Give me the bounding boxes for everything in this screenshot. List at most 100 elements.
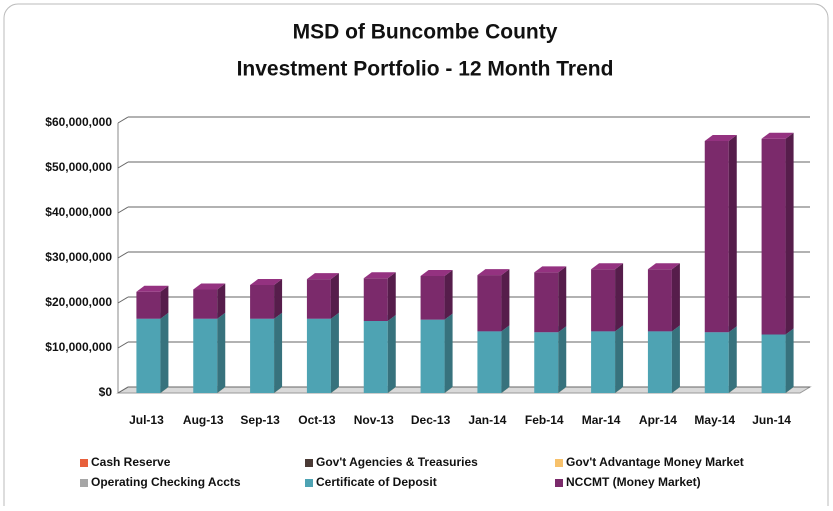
bar-front	[306, 318, 331, 393]
grid-line	[117, 116, 810, 124]
bar-top	[193, 283, 226, 290]
bar-front	[136, 291, 161, 319]
grid-line-depth	[117, 161, 129, 169]
bar-front	[534, 272, 559, 333]
bar-side	[217, 312, 226, 393]
bar-segment	[761, 132, 794, 335]
grid-line-depth	[117, 206, 129, 214]
legend-label: Gov't Agencies & Treasuries	[316, 455, 478, 469]
x-tick-label: Jan-14	[468, 413, 506, 427]
bar-front	[420, 319, 445, 393]
bar-side	[671, 325, 680, 393]
bar-side	[671, 263, 680, 332]
bar-side	[274, 312, 283, 393]
bar-top	[306, 273, 339, 280]
bar-segment	[250, 279, 283, 319]
bar-segment	[193, 283, 226, 319]
bar-front	[193, 289, 218, 319]
bar-side	[558, 266, 567, 333]
bar-top	[477, 269, 510, 276]
y-tick-label: $60,000,000	[45, 115, 112, 129]
bar-front	[250, 285, 275, 319]
grid-line	[117, 341, 810, 349]
bar-front	[591, 269, 616, 332]
x-tick-label: May-14	[694, 413, 735, 427]
bar-segment	[704, 326, 737, 393]
x-tick-label: Feb-14	[525, 413, 564, 427]
bar-front	[477, 331, 502, 393]
bar-front	[704, 332, 729, 393]
bar-side	[160, 312, 169, 393]
grid-line	[117, 386, 810, 394]
bar-side	[330, 273, 339, 319]
bar-segment	[761, 328, 794, 393]
bar-front	[363, 321, 388, 393]
legend-swatch	[305, 479, 313, 487]
bar-front	[306, 279, 331, 319]
bar-side	[444, 313, 453, 393]
x-tick-label: Mar-14	[582, 413, 621, 427]
bar-front	[250, 318, 275, 393]
grid-line-depth	[117, 341, 129, 349]
x-tick-label: Dec-13	[411, 413, 451, 427]
y-tick-label: $30,000,000	[45, 250, 112, 264]
bar-front	[761, 138, 786, 335]
bar-segment	[306, 312, 339, 393]
bar-top	[761, 132, 794, 139]
grid-line	[117, 206, 810, 214]
bar-segment	[647, 325, 680, 393]
bar-front	[534, 332, 559, 393]
legend-swatch	[305, 459, 313, 467]
bar-side	[501, 269, 510, 332]
bar-front	[704, 141, 729, 333]
legend-label: Gov't Advantage Money Market	[566, 455, 744, 469]
bar-side	[330, 312, 339, 393]
bar-segment	[477, 325, 510, 393]
chart-title: MSD of Buncombe County	[293, 21, 558, 44]
grid-line-depth	[117, 251, 129, 259]
bar-front	[420, 276, 445, 320]
bar-front	[477, 275, 502, 332]
grid-line	[117, 251, 810, 259]
bar-side	[387, 272, 396, 321]
x-tick-label: Nov-13	[354, 413, 394, 427]
legend-swatch	[80, 459, 88, 467]
bar-front	[591, 331, 616, 393]
bar-front	[136, 318, 161, 393]
grid-line	[117, 296, 810, 304]
grid-line-depth	[117, 116, 129, 124]
bar-side	[785, 132, 794, 335]
bar-segment	[306, 273, 339, 319]
bar-side	[728, 135, 737, 333]
grid-line-depth	[117, 386, 129, 394]
legend-swatch	[555, 479, 563, 487]
bar-top	[534, 266, 567, 273]
bar-side	[728, 326, 737, 393]
legend-swatch	[555, 459, 563, 467]
y-tick-label: $0	[99, 385, 113, 399]
x-tick-label: Oct-13	[298, 413, 336, 427]
chart-subtitle: Investment Portfolio - 12 Month Trend	[237, 58, 614, 81]
bar-segment	[363, 315, 396, 393]
bar-side	[387, 315, 396, 393]
bar-side	[160, 285, 169, 319]
bar-side	[274, 279, 283, 319]
bar-segment	[136, 285, 169, 319]
x-tick-label: Jun-14	[752, 413, 791, 427]
legend-label: Cash Reserve	[91, 455, 171, 469]
bar-top	[591, 263, 624, 270]
bar-side	[785, 328, 794, 393]
bar-top	[363, 272, 396, 279]
legend-label: NCCMT (Money Market)	[566, 475, 701, 489]
bar-front	[761, 334, 786, 393]
bar-segment	[647, 263, 680, 332]
x-tick-label: Sep-13	[240, 413, 280, 427]
bar-segment	[420, 313, 453, 393]
grid-line-depth	[117, 296, 129, 304]
bar-top	[420, 270, 453, 276]
bar-segment	[420, 270, 453, 320]
bar-segment	[193, 312, 226, 393]
bar-top	[647, 263, 680, 270]
bar-segment	[363, 272, 396, 321]
